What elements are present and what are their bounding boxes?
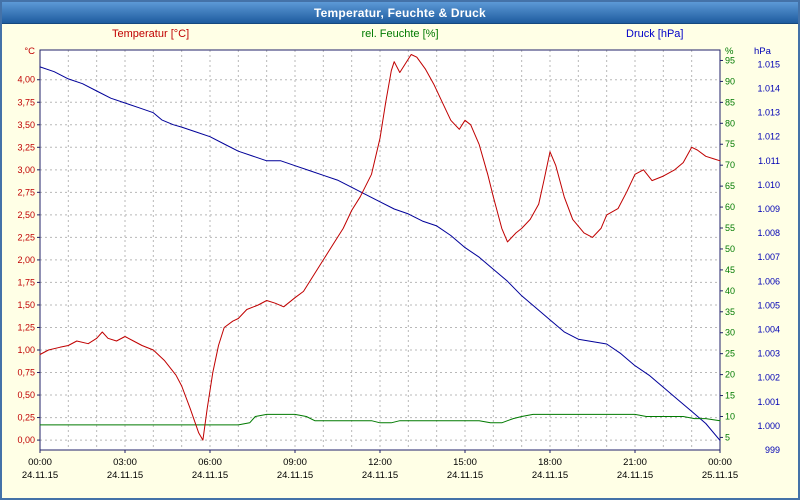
humidity-tick-label: 95	[725, 55, 735, 65]
humidity-tick-label: 25	[725, 349, 735, 359]
humidity-axis-unit: %	[725, 46, 734, 57]
date-tick-label: 24.11.15	[192, 470, 228, 481]
pressure-tick-label: 1.011	[758, 156, 780, 166]
time-tick-label: 18:00	[538, 457, 562, 468]
humidity-tick-label: 60	[725, 202, 735, 212]
pressure-tick-label: 1.014	[757, 84, 780, 94]
series-line-pressure	[39, 66, 721, 441]
time-tick-label: 12:00	[368, 457, 392, 468]
pressure-tick-label: 1.013	[757, 108, 780, 118]
date-tick-label: 24.11.15	[107, 470, 143, 481]
date-tick-label: 24.11.15	[447, 470, 483, 481]
legend-row: rel. Feuchte [%] Temperatur [°C] Druck […	[2, 28, 798, 44]
pressure-tick-label: 1.012	[757, 132, 780, 142]
date-tick-label: 24.11.15	[532, 470, 568, 481]
humidity-tick-label: 75	[725, 139, 735, 149]
pressure-tick-label: 1.000	[757, 421, 780, 431]
temp-tick-label: 0,00	[17, 435, 35, 445]
gridlines	[40, 50, 720, 450]
pressure-tick-label: 1.008	[757, 228, 780, 238]
humidity-tick-label: 45	[725, 265, 735, 275]
temp-tick-label: 2,75	[17, 187, 35, 197]
humidity-tick-label: 5	[725, 432, 730, 442]
time-tick-label: 09:00	[283, 457, 307, 468]
pressure-tick-label: 1.002	[757, 373, 780, 383]
pressure-tick-label: 1.004	[757, 325, 780, 335]
temp-axis-unit: °C	[24, 46, 35, 57]
pressure-tick-label: 1.001	[757, 397, 780, 407]
humidity-tick-label: 35	[725, 307, 735, 317]
time-tick-label: 03:00	[113, 457, 137, 468]
chart-wrap: °C% hPa 4,00 3,75 3,50 3,25 3,00 2,75 2,50 2,25 2,…	[2, 44, 798, 498]
time-tick-label: 00:00	[28, 457, 52, 468]
pressure-tick-label: 999	[765, 445, 780, 455]
temp-tick-label: 0,50	[17, 390, 35, 400]
humidity-tick-label: 55	[725, 223, 735, 233]
pressure-tick-label: 1.009	[757, 204, 780, 214]
pressure-tick-label: 1.015	[757, 59, 780, 69]
temp-tick-labels: 4,00 3,75 3,50 3,25 3,00 2,75 2,50 2,25 2,00 1,75…	[17, 75, 35, 445]
temp-tick-label: 1,50	[17, 300, 35, 310]
legend-pressure: Druck [hPa]	[626, 28, 684, 40]
temp-tick-label: 3,00	[17, 165, 35, 175]
humidity-tick-label: 20	[725, 370, 735, 380]
time-tick-label: 15:00	[453, 457, 477, 468]
pressure-tick-label: 1.006	[757, 276, 780, 286]
tick-marks	[37, 59, 723, 453]
pressure-tick-label: 1.010	[757, 180, 780, 190]
series-line-humidity	[39, 413, 721, 426]
humidity-tick-labels: 95 90 85 80 75 70 65 60 55 50 45 40 35 30 25 20 15 10 5	[725, 55, 735, 442]
humidity-tick-label: 90	[725, 76, 735, 86]
temp-tick-label: 1,25	[17, 322, 35, 332]
title-bar: Temperatur, Feuchte & Druck	[2, 2, 798, 24]
time-axis-labels: 00:00 24.11.15 03:00 24.11.15 06:00 24.11.15 0…	[22, 457, 738, 481]
temp-tick-label: 2,00	[17, 255, 35, 265]
temp-tick-label: 4,00	[17, 75, 35, 85]
date-tick-label: 25.11.15	[702, 470, 738, 481]
temp-tick-label: 0,25	[17, 413, 35, 423]
time-tick-label: 21:00	[623, 457, 647, 468]
date-tick-label: 24.11.15	[22, 470, 58, 481]
humidity-tick-label: 65	[725, 181, 735, 191]
temp-tick-label: 0,75	[17, 368, 35, 378]
pressure-tick-labels: 1.015 1.014 1.013 1.012 1.011 1.010 1.009 1.008…	[757, 59, 780, 455]
humidity-tick-label: 85	[725, 97, 735, 107]
date-tick-label: 24.11.15	[617, 470, 653, 481]
series-line-temperature	[39, 54, 721, 441]
humidity-tick-label: 30	[725, 328, 735, 338]
date-tick-label: 24.11.15	[277, 470, 313, 481]
time-tick-label: 06:00	[198, 457, 222, 468]
temp-tick-label: 2,25	[17, 232, 35, 242]
date-tick-label: 24.11.15	[362, 470, 398, 481]
pressure-tick-label: 1.003	[757, 349, 780, 359]
humidity-tick-label: 80	[725, 118, 735, 128]
chart-canvas: °C% hPa 4,00 3,75 3,50 3,25 3,00 2,75 2,50 2,25 2,…	[17, 46, 780, 481]
humidity-tick-label: 70	[725, 160, 735, 170]
humidity-tick-label: 15	[725, 391, 735, 401]
temp-tick-label: 3,50	[17, 120, 35, 130]
pressure-tick-label: 1.007	[757, 252, 780, 262]
temp-tick-label: 1,75	[17, 277, 35, 287]
temp-tick-label: 1,00	[17, 345, 35, 355]
humidity-tick-label: 10	[725, 411, 735, 421]
temp-tick-label: 2,50	[17, 210, 35, 220]
humidity-tick-label: 40	[725, 286, 735, 296]
page-title: Temperatur, Feuchte & Druck	[314, 5, 486, 20]
pressure-axis-unit: hPa	[754, 46, 772, 57]
legend-humidity: rel. Feuchte [%]	[361, 28, 439, 40]
temp-tick-label: 3,75	[17, 97, 35, 107]
legend-temperature: Temperatur [°C]	[112, 28, 190, 40]
temp-tick-label: 3,25	[17, 142, 35, 152]
pressure-tick-label: 1.005	[757, 300, 780, 310]
humidity-tick-label: 50	[725, 244, 735, 254]
time-tick-label: 00:00	[708, 457, 732, 468]
